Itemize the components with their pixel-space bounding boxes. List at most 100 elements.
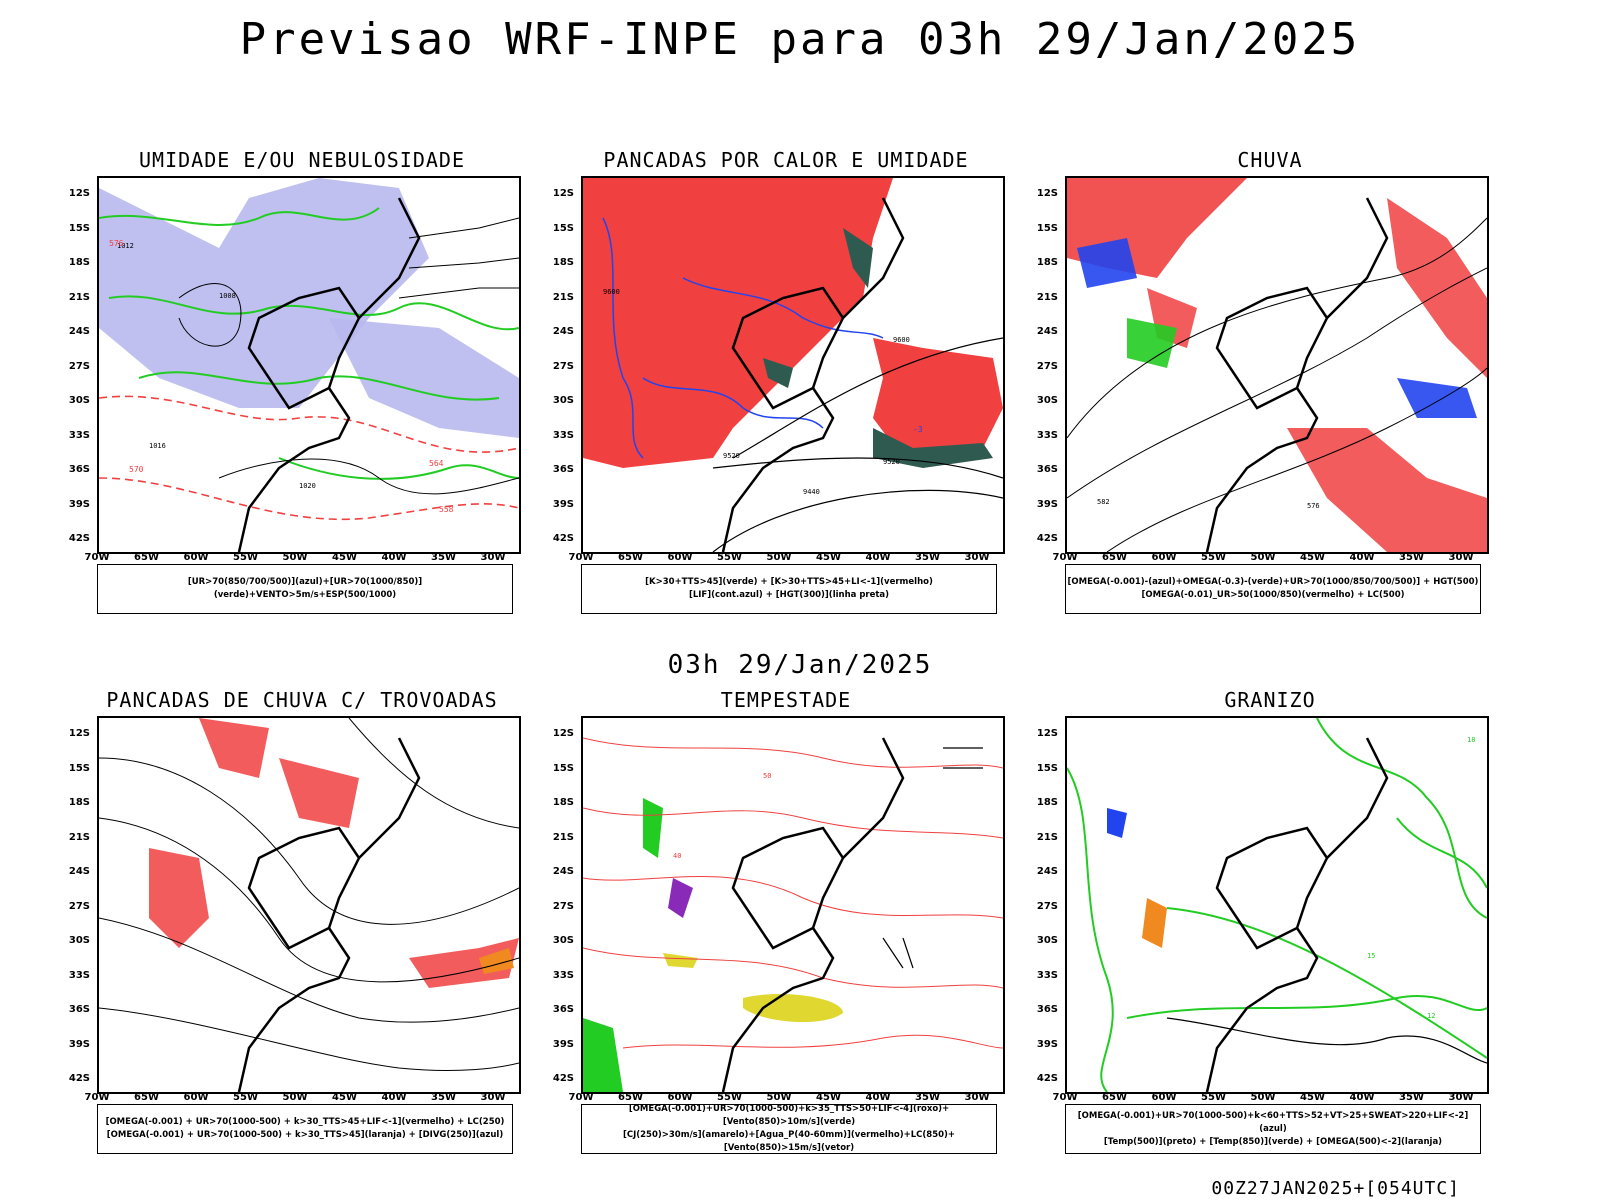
omega-strong-area [1127,318,1177,368]
contour-label: 558 [439,505,454,514]
lat-tick-label: 42S [68,533,90,544]
coastline [721,387,835,552]
lat-tick-label: 30S [68,395,90,406]
contour-label: -3 [913,425,923,434]
lat-tick-label: 21S [1036,291,1058,303]
humidity-high-area [329,318,519,438]
lat-tick-label: 27S [1036,360,1058,372]
lat-tick-label: 12S [1036,728,1058,739]
coastline [237,387,351,552]
thunderstorm-area [409,938,519,988]
lon-tick-label: 70W [568,552,594,563]
streamline [583,737,1003,769]
coastline [358,737,421,859]
panel-legend: [OMEGA(-0.001)-(azul)+OMEGA(-0.3)-(verde… [1065,564,1481,614]
legend-line: [OMEGA(-0.001)+UR>70(1000-500)+k>35_TTS>… [628,1104,950,1127]
streamline [99,1007,519,1071]
page-title: Previsao WRF-INPE para 03h 29/Jan/2025 [239,14,1361,65]
map-tempestade: 40 50 [581,716,1005,1094]
lon-tick-label: 70W [84,552,110,563]
lat-tick-label: 15S [68,762,90,774]
coastline [1215,286,1329,410]
panel-pancadas: PANCADAS POR CALOR E UMIDADE 9600 9600 9… [546,148,1026,628]
coastline [358,197,421,319]
jet-area [743,993,843,1023]
humidity-green-contour [138,371,500,401]
map-canvas: 40 50 [583,737,1003,1092]
lat-tick-label: 18S [1036,797,1058,808]
streamline [583,947,1003,989]
lat-tick-label: 39S [68,498,90,510]
lon-tick-label: 50W [766,552,792,563]
contour-label: 1020 [299,482,316,490]
lon-tick-label: 45W [1300,1092,1325,1103]
streamline [583,875,1003,919]
omega-area [1397,378,1477,418]
lon-tick-label: 30W [964,552,990,563]
thunderstorm-area [279,758,359,828]
map-pancadas: 9600 9600 9520 9520 9440 -3 [581,176,1005,554]
coastline [721,927,835,1092]
lat-tick-label: 42S [552,1073,574,1084]
lifted-index-contour [682,277,884,339]
lon-tick-label: 35W [1399,1092,1424,1103]
lat-tick-label: 30S [1036,935,1058,946]
coastline [1326,737,1389,859]
lat-tick-label: 36S [552,1004,574,1015]
jet-area [663,953,698,968]
lat-tick-label: 27S [68,900,90,912]
lat-tick-label: 24S [1036,866,1058,877]
panel-trovoadas: PANCADAS DE CHUVA C/ TROVOADAS [OMEGA(-0… [62,688,542,1168]
humidity-green-contour [108,295,519,331]
wind-area [583,1018,623,1092]
coastline [237,927,351,1092]
temp850-contour [1067,767,1114,1092]
coastline [247,826,361,950]
lon-tick-label: 50W [282,1092,308,1103]
map-canvas: 9600 9600 9520 9520 9440 -3 [583,178,1003,552]
lon-tick-label: 30W [1448,1092,1474,1103]
lon-tick-label: 45W [332,552,357,563]
legend-line: [OMEGA(-0.001)+UR>70(1000-500)+k<60+TTS>… [1077,1110,1469,1134]
panel-legend: [UR>70(850/700/500)](azul)+[UR>70(1000/8… [97,564,513,614]
legend-line: [Temp(500)](preto) + [Temp(850)](verde) … [1103,1136,1443,1147]
panel-title: CHUVA [1237,148,1303,172]
lat-tick-label: 42S [68,1073,90,1084]
panel-granizo: GRANIZO 18 15 12 [OMEGA(-0.001)+UR>70(10… [1030,688,1510,1168]
lat-tick-label: 39S [552,498,574,510]
thunderstorm-area [199,718,269,778]
lat-tick-label: 30S [552,395,574,406]
contour-label: 9440 [803,488,820,496]
lon-tick-label: 65W [618,552,643,563]
convection-area [873,338,1003,458]
lat-tick-label: 21S [1036,831,1058,843]
lon-tick-label: 60W [1151,1092,1177,1103]
lat-tick-label: 33S [552,429,574,441]
streamline [99,817,519,983]
lat-tick-label: 30S [552,935,574,946]
humidity-high-area [99,178,429,408]
lat-tick-label: 36S [68,1004,90,1015]
convection-area [583,178,893,468]
lat-tick-label: 21S [552,291,574,303]
panel-legend: [K>30+TTS>45](verde) + [K>30+TTS>45+LI<-… [581,564,997,614]
temp850-contour [1166,907,1487,1059]
instability-area [763,358,793,388]
lat-tick-label: 33S [1036,429,1058,441]
legend-line: [CJ(250)>30m/s](amarelo)+[Agua_P(40-60mm… [622,1130,956,1153]
legend-line: [OMEGA(-0.001)-(azul)+OMEGA(-0.3)-(verde… [1067,577,1479,587]
thickness-contour [99,395,519,453]
lifted-index-contour [642,377,824,429]
legend-line: [OMEGA(-0.001) + UR>70(1000-500) + k>30_… [106,1130,504,1140]
lat-tick-label: 27S [552,360,574,372]
map-canvas: 18 15 12 [1067,718,1487,1092]
lon-tick-label: 50W [282,552,308,563]
streamline [622,1034,1003,1049]
lon-tick-label: 70W [1052,552,1078,563]
lat-tick-label: 39S [1036,498,1058,510]
lat-tick-label: 36S [68,464,90,475]
streamline [348,718,519,829]
panel-title: TEMPESTADE [720,688,852,712]
lon-tick-label: 55W [233,552,258,563]
map-chuva: 582 576 [1065,176,1489,554]
